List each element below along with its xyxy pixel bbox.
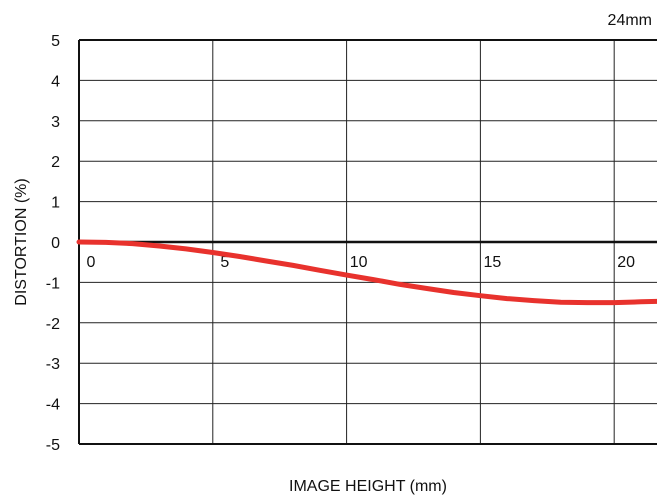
y-tick-label: -4 [46,397,60,414]
distortion-curve [76,239,657,306]
y-tick-label: 3 [51,114,60,131]
y-tick-label: -1 [46,275,60,292]
y-tick-label: 1 [51,195,60,212]
chart-title: 24mm [608,12,652,29]
y-tick-labels: 5 4 3 2 1 0 -1 -2 -3 -4 -5 [46,33,60,454]
y-tick-label: -5 [46,437,60,454]
y-tick-label: 4 [51,73,60,90]
x-tick-label: 10 [350,254,368,271]
y-tick-label: 0 [51,235,60,252]
y-tick-label: 5 [51,33,60,50]
x-tick-labels: 0 5 10 15 20 [87,254,636,271]
y-tick-label: -3 [46,356,60,373]
x-tick-label: 5 [220,254,229,271]
x-tick-label: 0 [87,254,96,271]
y-axis-label: DISTORTION (%) [13,178,30,305]
grid [79,40,657,444]
x-axis-label: IMAGE HEIGHT (mm) [289,478,447,495]
x-tick-label: 15 [483,254,501,271]
x-tick-label: 20 [617,254,635,271]
y-tick-label: -2 [46,316,60,333]
y-tick-label: 2 [51,154,60,171]
series-layer [76,239,657,306]
axes [78,39,657,445]
